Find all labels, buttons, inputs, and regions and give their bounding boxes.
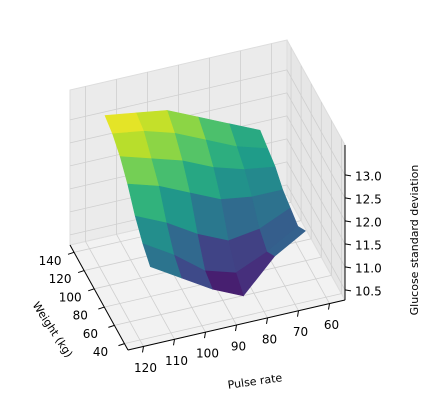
tick-mark xyxy=(67,251,75,255)
y-tick-label: 90 xyxy=(231,340,246,354)
tick-mark xyxy=(108,324,115,328)
tick-mark xyxy=(344,266,352,269)
tick-mark xyxy=(344,174,352,177)
y-axis-line xyxy=(127,299,346,351)
y-tick-label: 100 xyxy=(196,347,219,361)
grid-line xyxy=(286,92,346,199)
z-tick-label: 11.0 xyxy=(355,261,382,275)
grid-line xyxy=(69,69,288,121)
tick-mark xyxy=(344,197,352,200)
tick-mark xyxy=(297,310,299,317)
tick-mark xyxy=(173,339,175,346)
tick-mark xyxy=(77,270,85,274)
y-tick-label: 110 xyxy=(165,354,188,368)
tick-mark xyxy=(118,343,125,347)
x-tick-label: 100 xyxy=(59,290,82,304)
grid-line xyxy=(286,115,346,222)
z-tick-label: 12.0 xyxy=(355,215,382,229)
grid-line xyxy=(286,184,346,291)
x-axis-line xyxy=(69,244,129,351)
x-tick-label: 40 xyxy=(93,345,108,359)
tick-mark xyxy=(266,317,268,324)
x-axis-label: Weight (kg) xyxy=(30,299,76,360)
grid-line xyxy=(286,161,346,268)
tick-mark xyxy=(142,346,144,353)
y-tick-label: 120 xyxy=(134,361,157,375)
grid-line xyxy=(116,234,175,340)
tick-mark xyxy=(328,303,330,310)
y-tick-label: 60 xyxy=(324,318,339,332)
tick-mark xyxy=(344,220,352,223)
tick-mark xyxy=(204,332,206,339)
y-tick-label: 70 xyxy=(293,325,308,339)
y-axis-label: Pulse rate xyxy=(227,371,283,392)
z-tick-label: 12.5 xyxy=(355,192,382,206)
grid-line xyxy=(85,241,144,347)
y-tick-label: 80 xyxy=(262,332,277,346)
z-axis-label: Glucose standard deviation xyxy=(408,165,421,316)
x-tick-label: 140 xyxy=(39,254,62,268)
surface-cell xyxy=(142,243,182,279)
grid-line xyxy=(286,138,346,245)
tick-mark xyxy=(344,289,352,292)
z-tick-label: 13.0 xyxy=(355,169,382,183)
x-tick-label: 60 xyxy=(83,327,98,341)
tick-mark xyxy=(235,324,237,332)
z-tick-label: 10.5 xyxy=(355,284,382,298)
z-tick-label: 11.5 xyxy=(355,238,382,252)
tick-mark xyxy=(88,288,95,292)
x-tick-label: 120 xyxy=(49,272,72,286)
grid-line xyxy=(286,69,346,176)
tick-mark xyxy=(98,306,105,310)
x-tick-label: 80 xyxy=(73,309,88,323)
tick-mark xyxy=(344,243,352,246)
